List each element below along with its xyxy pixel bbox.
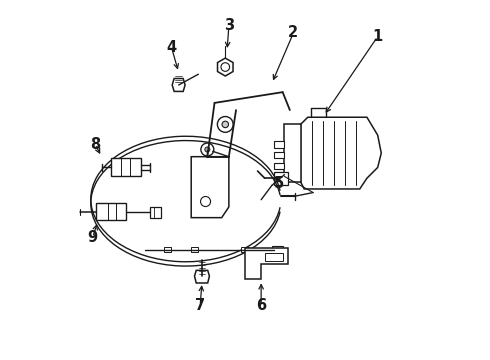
Text: 9: 9 <box>88 230 98 245</box>
FancyBboxPatch shape <box>272 246 283 253</box>
Polygon shape <box>191 157 229 218</box>
Text: 8: 8 <box>90 137 100 152</box>
Polygon shape <box>172 78 185 91</box>
Polygon shape <box>245 248 288 279</box>
Polygon shape <box>285 125 300 182</box>
FancyBboxPatch shape <box>164 247 171 252</box>
Polygon shape <box>195 270 209 283</box>
FancyBboxPatch shape <box>274 152 285 158</box>
FancyBboxPatch shape <box>274 163 285 169</box>
Circle shape <box>222 121 228 128</box>
FancyBboxPatch shape <box>274 172 288 185</box>
FancyBboxPatch shape <box>274 141 285 148</box>
Text: 4: 4 <box>167 40 176 55</box>
Polygon shape <box>218 58 233 76</box>
Circle shape <box>200 197 211 207</box>
Text: 6: 6 <box>256 298 266 313</box>
FancyBboxPatch shape <box>265 253 283 261</box>
FancyBboxPatch shape <box>150 207 161 218</box>
Circle shape <box>201 143 214 156</box>
Circle shape <box>205 147 210 152</box>
FancyBboxPatch shape <box>111 158 141 176</box>
Text: 5: 5 <box>274 176 284 191</box>
FancyBboxPatch shape <box>191 247 198 252</box>
FancyBboxPatch shape <box>96 203 125 220</box>
FancyBboxPatch shape <box>242 247 248 252</box>
Text: 1: 1 <box>372 29 383 44</box>
Circle shape <box>218 117 233 132</box>
Polygon shape <box>300 117 381 189</box>
Text: 2: 2 <box>288 26 298 40</box>
Text: 3: 3 <box>224 18 234 33</box>
Text: 7: 7 <box>195 298 205 313</box>
